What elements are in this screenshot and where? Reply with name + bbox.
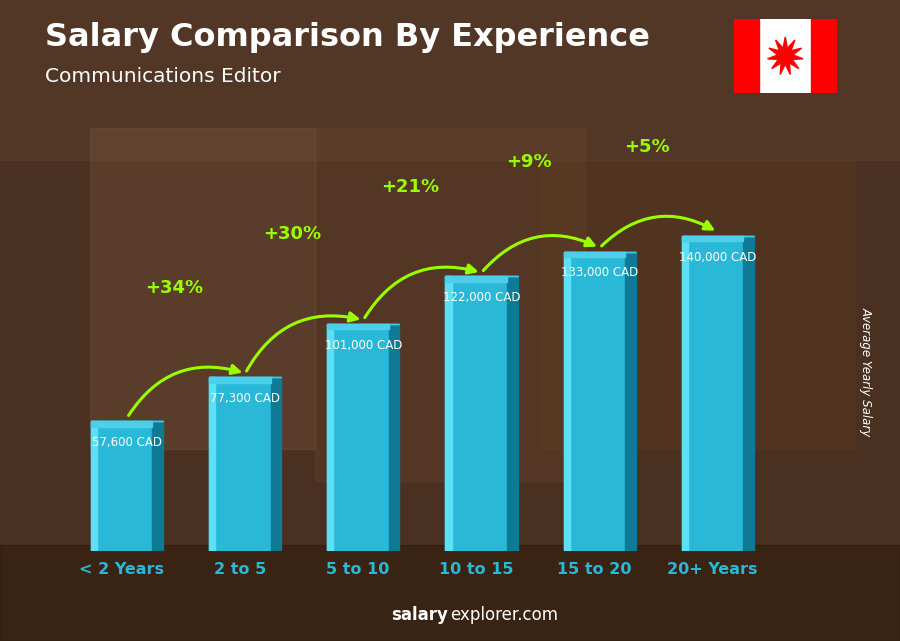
Bar bbox=[540, 160, 855, 449]
Bar bbox=[209, 377, 271, 383]
Bar bbox=[91, 422, 152, 427]
Bar bbox=[0, 0, 900, 160]
Bar bbox=[209, 377, 271, 551]
Bar bbox=[91, 422, 152, 551]
Bar bbox=[446, 276, 507, 551]
Text: 101,000 CAD: 101,000 CAD bbox=[325, 338, 402, 351]
Bar bbox=[681, 236, 743, 242]
Bar bbox=[811, 19, 837, 93]
Text: 77,300 CAD: 77,300 CAD bbox=[211, 392, 280, 405]
Bar bbox=[90, 128, 315, 449]
Bar bbox=[389, 324, 400, 551]
Bar bbox=[328, 324, 389, 551]
Bar bbox=[328, 324, 389, 329]
Text: 140,000 CAD: 140,000 CAD bbox=[679, 251, 756, 263]
Bar bbox=[271, 377, 281, 551]
Bar bbox=[328, 324, 334, 551]
Bar bbox=[734, 19, 760, 93]
Bar bbox=[91, 422, 97, 551]
Bar bbox=[625, 251, 635, 551]
Text: Communications Editor: Communications Editor bbox=[45, 67, 281, 87]
Text: +21%: +21% bbox=[382, 178, 440, 196]
Text: +34%: +34% bbox=[145, 279, 203, 297]
Bar bbox=[681, 236, 743, 551]
Text: 57,600 CAD: 57,600 CAD bbox=[92, 437, 162, 449]
Bar bbox=[446, 276, 507, 282]
Text: Average Yearly Salary: Average Yearly Salary bbox=[860, 307, 872, 437]
Bar bbox=[315, 128, 585, 481]
Text: salary: salary bbox=[392, 606, 448, 624]
Text: Salary Comparison By Experience: Salary Comparison By Experience bbox=[45, 22, 650, 53]
Bar bbox=[152, 422, 163, 551]
Bar bbox=[563, 251, 570, 551]
Bar bbox=[563, 251, 625, 257]
Text: +9%: +9% bbox=[506, 153, 552, 171]
Bar bbox=[209, 377, 215, 551]
Text: +30%: +30% bbox=[264, 226, 321, 244]
Bar bbox=[563, 251, 625, 551]
Text: explorer.com: explorer.com bbox=[450, 606, 558, 624]
Text: +5%: +5% bbox=[624, 138, 670, 156]
Bar bbox=[681, 236, 688, 551]
Text: 133,000 CAD: 133,000 CAD bbox=[561, 267, 638, 279]
Bar bbox=[446, 276, 452, 551]
Bar bbox=[0, 545, 900, 641]
Text: 122,000 CAD: 122,000 CAD bbox=[443, 291, 520, 304]
Bar bbox=[743, 236, 754, 551]
Polygon shape bbox=[768, 37, 803, 74]
Bar bbox=[507, 276, 517, 551]
